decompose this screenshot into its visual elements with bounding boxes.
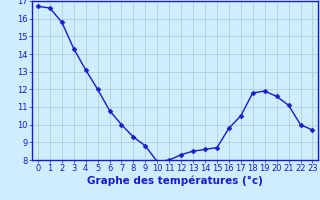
X-axis label: Graphe des températures (°c): Graphe des températures (°c): [87, 176, 263, 186]
